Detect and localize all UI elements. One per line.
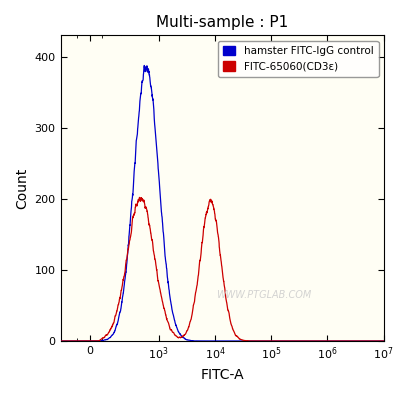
Legend: hamster FITC-IgG control, FITC-65060(CD3ε): hamster FITC-IgG control, FITC-65060(CD3…	[218, 40, 379, 77]
Title: Multi-sample : P1: Multi-sample : P1	[156, 15, 288, 30]
X-axis label: FITC-A: FITC-A	[200, 368, 244, 382]
Text: WWW.PTGLAB.COM: WWW.PTGLAB.COM	[216, 290, 312, 300]
Y-axis label: Count: Count	[15, 168, 29, 209]
